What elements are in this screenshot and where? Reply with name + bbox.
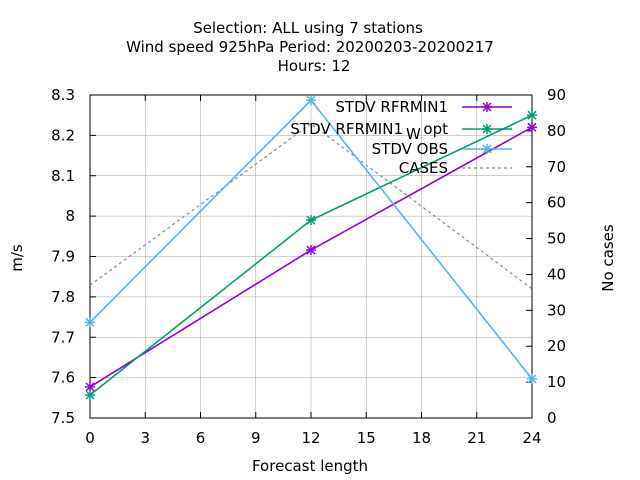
chart-title-line-2: Wind speed 925hPa Period: 20200203-20200… bbox=[126, 38, 494, 56]
series-point-1 bbox=[85, 389, 95, 400]
y2-axis-label: No cases bbox=[599, 224, 617, 292]
series-point-0 bbox=[306, 245, 316, 256]
chart-title-line-3: Hours: 12 bbox=[278, 57, 351, 75]
y2-tick-label: 60 bbox=[547, 194, 566, 212]
legend-marker-2 bbox=[482, 144, 492, 154]
y-tick-label: 8.1 bbox=[51, 167, 75, 185]
y2-tick-label: 30 bbox=[547, 301, 566, 319]
x-tick-label: 9 bbox=[251, 429, 261, 447]
y-tick-label: 7.9 bbox=[51, 248, 75, 266]
y-tick-label: 7.6 bbox=[51, 369, 75, 387]
y2-tick-label: 10 bbox=[547, 373, 566, 391]
x-tick-label: 6 bbox=[196, 429, 206, 447]
legend-label-1: STDV RFRMIN1 bbox=[290, 120, 403, 138]
x-tick-label: 18 bbox=[412, 429, 431, 447]
chart-title-line-1: Selection: ALL using 7 stations bbox=[193, 19, 423, 37]
y-tick-label: 7.8 bbox=[51, 288, 75, 306]
y-tick-label: 8 bbox=[65, 207, 75, 225]
y2-tick-label: 80 bbox=[547, 122, 566, 140]
series-point-2 bbox=[527, 373, 537, 384]
y-tick-label: 8.2 bbox=[51, 126, 75, 144]
series-point-1 bbox=[527, 110, 537, 121]
legend-marker-1 bbox=[482, 124, 492, 134]
legend-marker-0 bbox=[482, 102, 492, 112]
x-tick-label: 3 bbox=[140, 429, 150, 447]
x-axis-label: Forecast length bbox=[252, 457, 368, 475]
series-line-3 bbox=[89, 122, 533, 290]
x-tick-label: 15 bbox=[357, 429, 376, 447]
y2-tick-label: 40 bbox=[547, 265, 566, 283]
legend-label-2: STDV OBS bbox=[372, 140, 448, 158]
x-tick-label: 12 bbox=[301, 429, 320, 447]
y-axis-label: m/s bbox=[8, 244, 26, 272]
legend-label-tail-1: opt bbox=[423, 120, 448, 138]
y-tick-label: 7.7 bbox=[51, 328, 75, 346]
legend-label-0: STDV RFRMIN1 bbox=[335, 98, 448, 116]
y2-tick-label: 90 bbox=[547, 86, 566, 104]
series-point-1 bbox=[306, 215, 316, 226]
legend-label-sub-1: W bbox=[406, 125, 421, 143]
x-tick-label: 21 bbox=[467, 429, 486, 447]
series-point-2 bbox=[85, 317, 95, 328]
legend-label-3: CASES bbox=[399, 159, 448, 177]
series-point-2 bbox=[306, 95, 316, 106]
x-tick-label: 0 bbox=[85, 429, 95, 447]
series-layer bbox=[85, 95, 537, 400]
y2-tick-label: 70 bbox=[547, 158, 566, 176]
axis-ticks: 0 3 6 9 12 15 18 21 24 7.5 7.6 7.7 7.8 7.9 8 8.1 8.2 8.3 0… bbox=[51, 86, 566, 447]
x-tick-label: 24 bbox=[522, 429, 541, 447]
y2-tick-label: 0 bbox=[547, 409, 557, 427]
series-point-0 bbox=[527, 122, 537, 133]
y2-tick-label: 20 bbox=[547, 337, 566, 355]
y-tick-label: 8.3 bbox=[51, 86, 75, 104]
y-tick-label: 7.5 bbox=[51, 409, 75, 427]
y2-tick-label: 50 bbox=[547, 230, 566, 248]
